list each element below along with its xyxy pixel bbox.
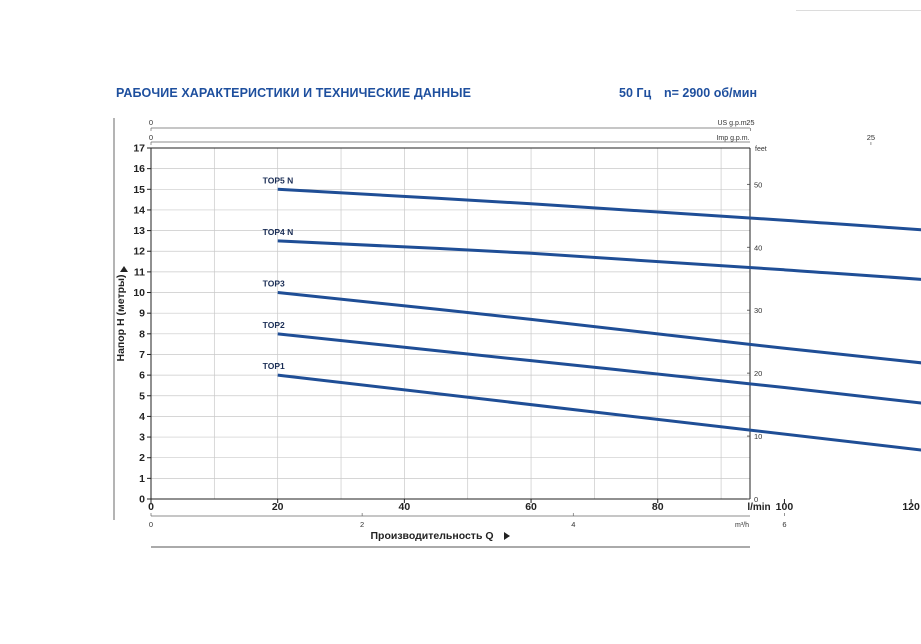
series-label-top4-n: TOP4 N — [263, 227, 294, 237]
x-tick-label: 100 — [776, 501, 794, 513]
x-axis-title: Производительность Q — [370, 530, 493, 542]
y-tick-label: 17 — [133, 143, 145, 155]
y-axis-title: Напор H (метры) — [115, 275, 127, 362]
us-gpm-tick-label: 0 — [149, 118, 153, 127]
frequency-label: 50 Гц — [619, 86, 652, 100]
y-tick-label: 14 — [133, 204, 145, 216]
y-tick-label: 6 — [139, 370, 145, 382]
y-tick-label: 7 — [139, 349, 145, 361]
x-tick-label: 20 — [272, 501, 284, 513]
y-tick-label: 0 — [139, 494, 145, 506]
feet-unit-label: feet — [755, 146, 767, 153]
y-tick-label: 9 — [139, 308, 145, 320]
curve-top4-n — [277, 239, 921, 281]
x-unit-label: l/min — [747, 502, 770, 513]
speed-label: n= 2900 об/мин — [664, 86, 757, 100]
top-divider-line — [796, 10, 921, 11]
m3h-tick-label: 6 — [782, 520, 786, 529]
curve-top3 — [277, 291, 921, 365]
m3h-tick-label: 4 — [571, 520, 575, 529]
feet-tick-label: 50 — [754, 180, 762, 189]
page-title: РАБОЧИЕ ХАРАКТЕРИСТИКИ И ТЕХНИЧЕСКИЕ ДАН… — [116, 86, 472, 100]
feet-tick-label: 40 — [754, 243, 762, 252]
us-gpm-tick-label: 25 — [746, 118, 754, 127]
series-label-top1: TOP1 — [263, 361, 285, 371]
y-tick-label: 5 — [139, 390, 145, 402]
curves-layer — [277, 187, 921, 452]
curve-top2 — [277, 332, 921, 405]
x-tick-label: 40 — [399, 501, 411, 513]
feet-tick-label: 20 — [754, 369, 762, 378]
x-tick-label: 0 — [148, 501, 154, 513]
series-label-top3: TOP3 — [263, 279, 285, 289]
curve-top1 — [277, 373, 921, 452]
m3h-tick-label: 0 — [149, 520, 153, 529]
y-tick-label: 11 — [134, 266, 145, 278]
axes-layer — [113, 118, 912, 548]
y-tick-label: 2 — [139, 452, 145, 464]
y-tick-label: 13 — [133, 225, 145, 237]
grid-layer — [151, 147, 750, 499]
feet-tick-label: 10 — [754, 432, 762, 441]
m3h-tick-label: 2 — [360, 520, 364, 529]
curve-top5-n — [277, 187, 921, 232]
x-tick-label: 60 — [525, 501, 537, 513]
feet-tick-label: 30 — [754, 306, 762, 315]
series-label-top2: TOP2 — [263, 320, 285, 330]
m3h-unit-label: m³/h — [735, 522, 749, 529]
y-axis-arrow-icon — [120, 266, 128, 272]
y-tick-label: 1 — [139, 473, 145, 485]
y-tick-label: 4 — [139, 411, 145, 423]
y-tick-label: 12 — [133, 246, 145, 258]
imp-gpm-tick-label: 25 — [867, 133, 875, 142]
feet-tick-label: 0 — [754, 495, 758, 504]
y-tick-label: 15 — [133, 184, 145, 196]
y-tick-label: 8 — [139, 328, 145, 340]
imp-gpm-tick-label: 0 — [149, 133, 153, 142]
us-gpm-unit-label: US g.p.m. — [717, 120, 748, 127]
imp-gpm-unit-label: Imp g.p.m. — [716, 135, 749, 142]
y-tick-label: 16 — [133, 163, 145, 175]
x-tick-label: 120 — [902, 501, 920, 513]
y-tick-label: 10 — [133, 287, 145, 299]
x-axis-arrow-icon — [504, 532, 510, 540]
y-tick-label: 3 — [139, 432, 145, 444]
x-tick-label: 80 — [652, 501, 664, 513]
series-label-top5-n: TOP5 N — [263, 175, 294, 185]
